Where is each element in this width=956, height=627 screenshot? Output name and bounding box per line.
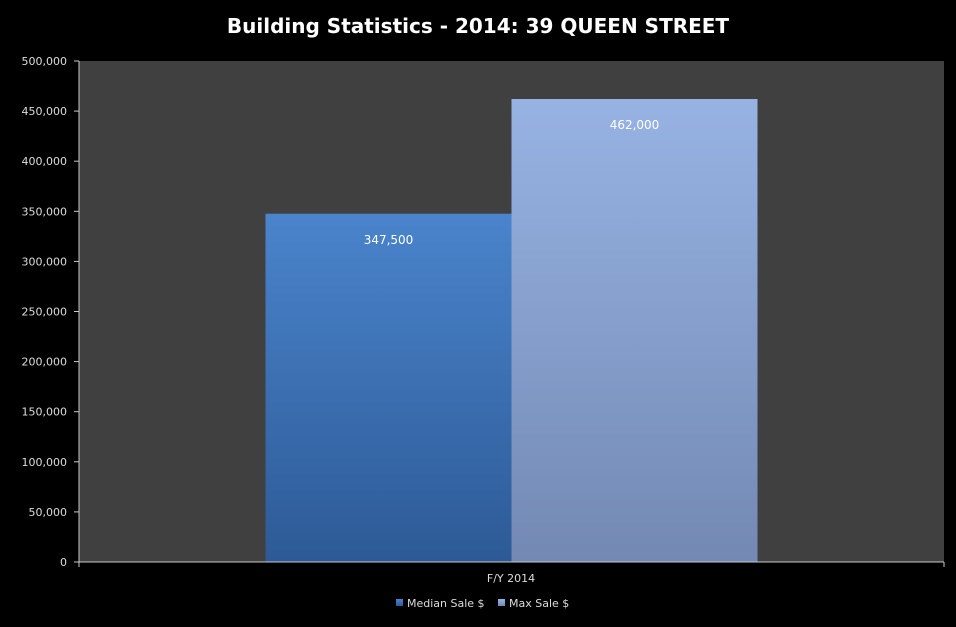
data-labels-group: 347,500 462,000 — [364, 118, 660, 247]
bar-median-sale — [265, 213, 512, 562]
bar-top-highlight — [265, 213, 512, 217]
y-tick-label: 350,000 — [22, 205, 68, 218]
legend-item-median: Median Sale $ — [396, 597, 485, 610]
y-tick-label: 200,000 — [22, 356, 68, 369]
y-tick-label: 50,000 — [29, 506, 68, 519]
y-tick-label: 450,000 — [22, 105, 68, 118]
legend-swatch-median — [396, 599, 403, 606]
bars-group — [265, 99, 758, 563]
data-label-median-sale: 347,500 — [364, 233, 414, 247]
x-tick-label: F/Y 2014 — [487, 572, 535, 585]
chart-title: Building Statistics - 2014: 39 QUEEN STR… — [227, 14, 730, 38]
y-tick-label: 400,000 — [22, 155, 68, 168]
legend-swatch-max — [498, 599, 505, 606]
bar-top-highlight — [511, 99, 758, 103]
y-tick-label: 250,000 — [22, 306, 68, 319]
y-tick-label: 0 — [60, 556, 67, 569]
legend-label-median: Median Sale $ — [407, 597, 485, 610]
legend: Median Sale $ Max Sale $ — [396, 597, 569, 610]
y-tick-label: 500,000 — [22, 55, 68, 68]
y-tick-label: 150,000 — [22, 406, 68, 419]
legend-label-max: Max Sale $ — [509, 597, 569, 610]
y-tick-label: 100,000 — [22, 456, 68, 469]
y-tick-label: 300,000 — [22, 255, 68, 268]
data-label-max-sale: 462,000 — [610, 118, 660, 132]
legend-item-max: Max Sale $ — [498, 597, 569, 610]
bar-max-sale — [511, 99, 758, 563]
y-axis-ticks: 0 50,000 100,000 150,000 200,000 250,000 300,0… — [22, 55, 79, 569]
